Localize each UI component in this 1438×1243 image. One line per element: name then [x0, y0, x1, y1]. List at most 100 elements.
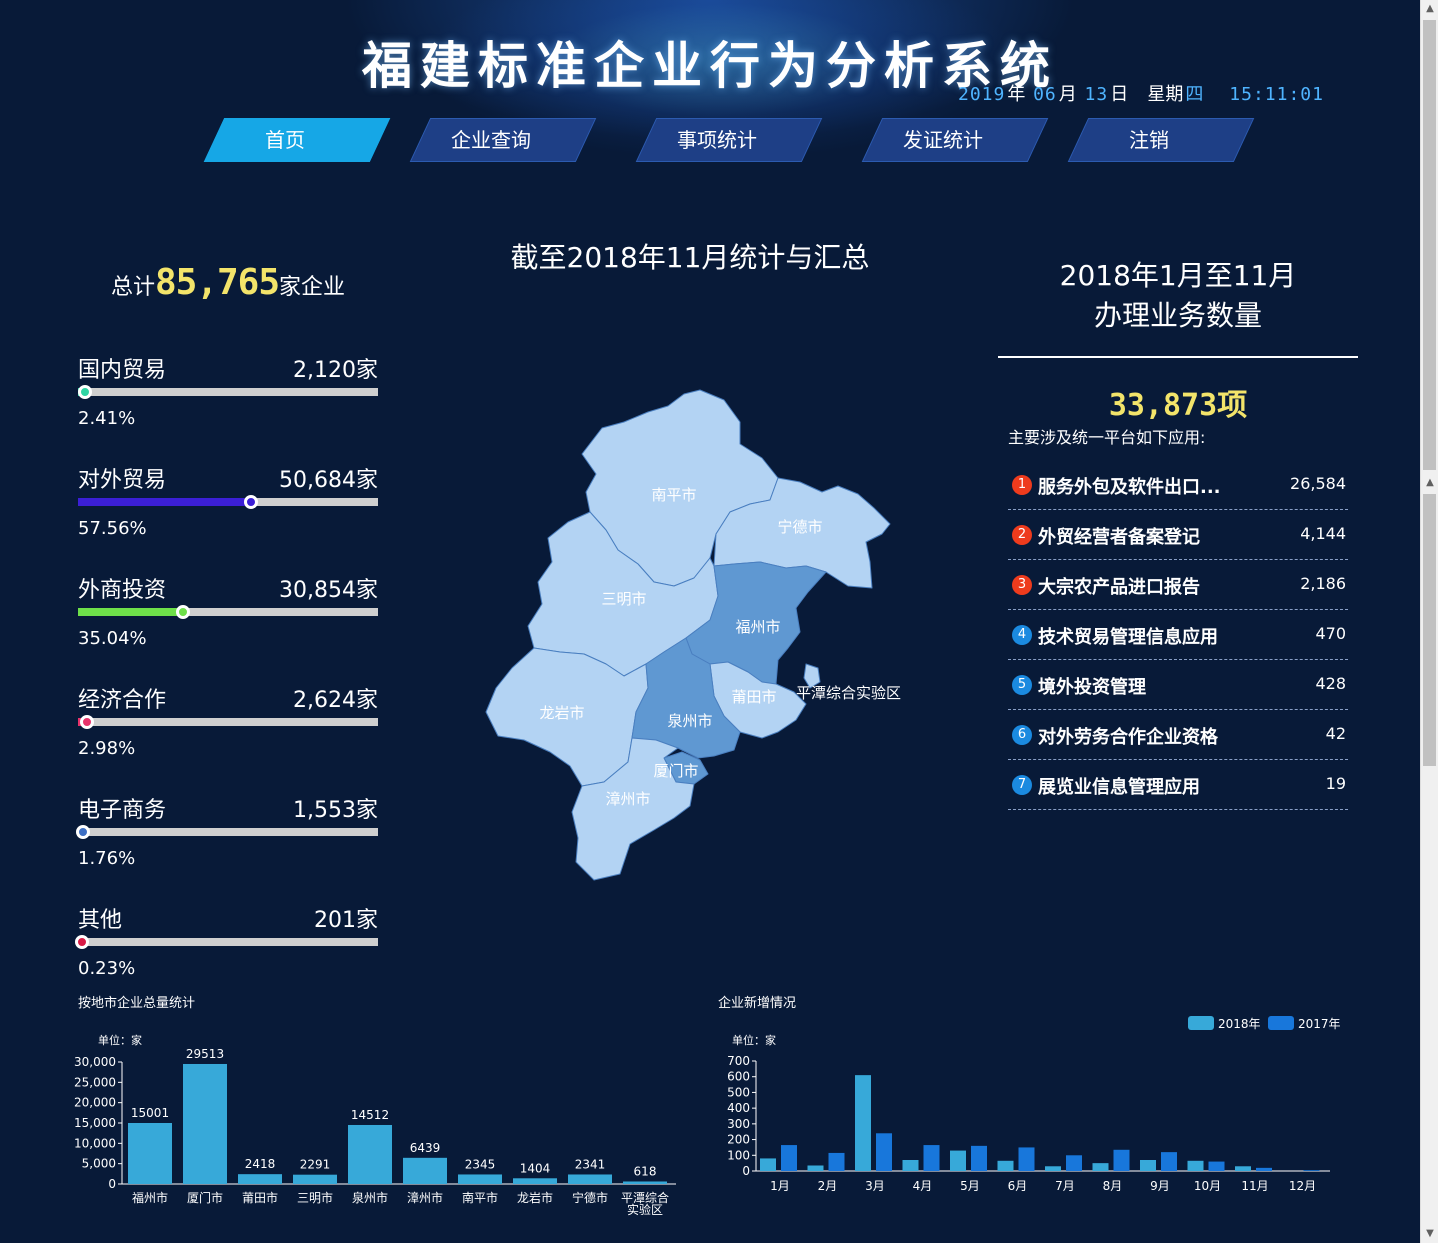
business-list-item[interactable]: 5 境外投资管理 428	[1008, 660, 1348, 710]
category-progress-dot	[79, 715, 94, 729]
business-item-label[interactable]: 技术贸易管理信息应用	[1038, 627, 1218, 648]
bar-data-label: 2341	[575, 1157, 606, 1171]
category-item: 对外贸易 50,684家 57.56%	[78, 462, 378, 552]
business-total-suffix: 项	[1217, 388, 1248, 423]
fujian-map: 南平市 宁德市 三明市 福州市 龙岩市 莆田市 平潭综合实验区 泉州市 厦门市 …	[485, 389, 901, 881]
business-item-label[interactable]: 对外劳务合作企业资格	[1038, 727, 1218, 748]
tab-license-stats-label[interactable]: 发证统计	[903, 128, 983, 152]
category-progress-dot	[176, 605, 191, 619]
bar	[183, 1063, 227, 1184]
x-tick-label: 福州市	[132, 1190, 168, 1205]
y-tick-label: 500	[727, 1085, 750, 1099]
map-region-ningde[interactable]	[713, 477, 891, 589]
business-item-label[interactable]: 境外投资管理	[1038, 677, 1146, 698]
map-region-quanzhou[interactable]	[631, 637, 741, 759]
bar-data-label: 2418	[245, 1157, 276, 1171]
map-label-nanping: 南平市	[651, 486, 696, 504]
category-item: 经济合作 2,624家 2.98%	[78, 682, 378, 772]
bar	[807, 1165, 824, 1171]
y-tick-label: 600	[727, 1070, 750, 1084]
y-tick-label: 15,000	[74, 1116, 116, 1130]
map-label-ningde: 宁德市	[777, 518, 822, 536]
category-percent: 1.76%	[78, 848, 136, 869]
map-label-putian: 莆田市	[731, 688, 776, 706]
business-list-item[interactable]: 6 对外劳务合作企业资格 42	[1008, 710, 1348, 760]
category-item: 国内贸易 2,120家 2.41%	[78, 352, 378, 442]
y-tick-label: 0	[742, 1164, 750, 1178]
x-tick-label: 10月	[1194, 1179, 1221, 1193]
business-list-item[interactable]: 1 服务外包及软件出口... 26,584	[1008, 460, 1348, 510]
date-month-unit: 月	[1058, 84, 1077, 105]
business-subtitle: 主要涉及统一平台如下应用:	[1008, 428, 1206, 447]
x-tick-label: 厦门市	[187, 1190, 223, 1205]
page-scrollbar[interactable]: ▲ ▲ ▼	[1420, 0, 1438, 1243]
business-item-label[interactable]: 大宗农产品进口报告	[1038, 577, 1200, 598]
map-region-pingtan[interactable]	[803, 663, 821, 689]
rank-badge: 7	[1012, 775, 1032, 795]
category-progress-fill	[78, 608, 184, 616]
bar	[403, 1157, 447, 1184]
bar	[238, 1174, 282, 1184]
rank-badge: 4	[1012, 625, 1032, 645]
center-title: 截至2018年11月统计与汇总	[510, 241, 870, 274]
bar-data-label: 15001	[131, 1106, 169, 1120]
tab-cancel-label[interactable]: 注销	[1129, 128, 1169, 152]
scroll-thumb[interactable]	[1423, 20, 1436, 470]
x-tick-label: 泉州市	[352, 1190, 388, 1205]
scroll-thumb[interactable]	[1423, 494, 1436, 766]
business-list-item[interactable]: 4 技术贸易管理信息应用 470	[1008, 610, 1348, 660]
category-percent: 2.98%	[78, 738, 136, 759]
y-tick-label: 0	[108, 1177, 116, 1191]
x-tick-label: 漳州市	[407, 1190, 443, 1205]
bar	[950, 1150, 966, 1171]
x-tick-label: 5月	[960, 1179, 980, 1193]
date-month: 06	[1033, 84, 1057, 105]
tab-enterprise-query-label[interactable]: 企业查询	[451, 128, 531, 152]
rank-badge: 6	[1012, 725, 1032, 745]
scroll-up-icon[interactable]: ▲	[1426, 3, 1434, 14]
bar	[781, 1145, 797, 1171]
x-tick-label: 11月	[1241, 1179, 1268, 1193]
growth-chart-title: 企业新增情况	[718, 996, 797, 1011]
scroll-down-icon[interactable]: ▼	[1426, 1228, 1434, 1239]
bar	[997, 1160, 1014, 1171]
weekday-label: 星期	[1147, 84, 1184, 105]
scroll-up-icon[interactable]: ▲	[1426, 477, 1434, 488]
y-tick-label: 200	[727, 1133, 750, 1147]
business-title: 2018年1月至11月 办理业务数量	[998, 256, 1358, 336]
business-list-item[interactable]: 2 外贸经营者备案登记 4,144	[1008, 510, 1348, 560]
business-list-item[interactable]: 3 大宗农产品进口报告 2,186	[1008, 560, 1348, 610]
category-value: 1,553家	[293, 798, 378, 823]
tab-home-label[interactable]: 首页	[265, 128, 305, 152]
business-item-label[interactable]: 外贸经营者备案登记	[1038, 527, 1200, 548]
rank-badge: 2	[1012, 525, 1032, 545]
bar	[760, 1158, 776, 1171]
category-percent: 35.04%	[78, 628, 147, 649]
category-progress-track	[78, 495, 378, 509]
bar	[568, 1174, 612, 1184]
y-tick-label: 30,000	[74, 1055, 116, 1069]
bar	[1161, 1152, 1177, 1171]
total-value: 85,765	[154, 262, 280, 303]
tab-item-stats-label[interactable]: 事项统计	[677, 128, 757, 152]
city-bar-chart: 单位：家 0 5,000 10,000 15,000 20,000 25,000 30,000…	[74, 1033, 676, 1217]
business-item-label[interactable]: 服务外包及软件出口...	[1038, 477, 1221, 498]
business-item-label[interactable]: 展览业信息管理应用	[1038, 777, 1200, 798]
category-item: 电子商务 1,553家 1.76%	[76, 792, 378, 882]
business-item-count: 4,144	[1300, 524, 1346, 543]
map-region-zhangzhou[interactable]	[571, 737, 695, 881]
clock-time: 15:11:01	[1229, 84, 1324, 105]
bar	[1045, 1166, 1061, 1171]
bar	[1256, 1167, 1272, 1171]
category-item: 其他 201家 0.23%	[75, 902, 378, 992]
business-list: 1 服务外包及软件出口... 26,584 2 外贸经营者备案登记 4,144 3 大宗农…	[1008, 460, 1348, 810]
x-tick-label: 南平市	[462, 1190, 498, 1205]
business-title-line1: 2018年1月至11月	[1059, 259, 1297, 292]
category-percent: 57.56%	[78, 518, 147, 539]
category-progress-dot	[76, 825, 91, 839]
bar	[1066, 1155, 1082, 1171]
x-tick-label: 2月	[818, 1179, 838, 1193]
business-list-item[interactable]: 7 展览业信息管理应用 19	[1008, 760, 1348, 810]
